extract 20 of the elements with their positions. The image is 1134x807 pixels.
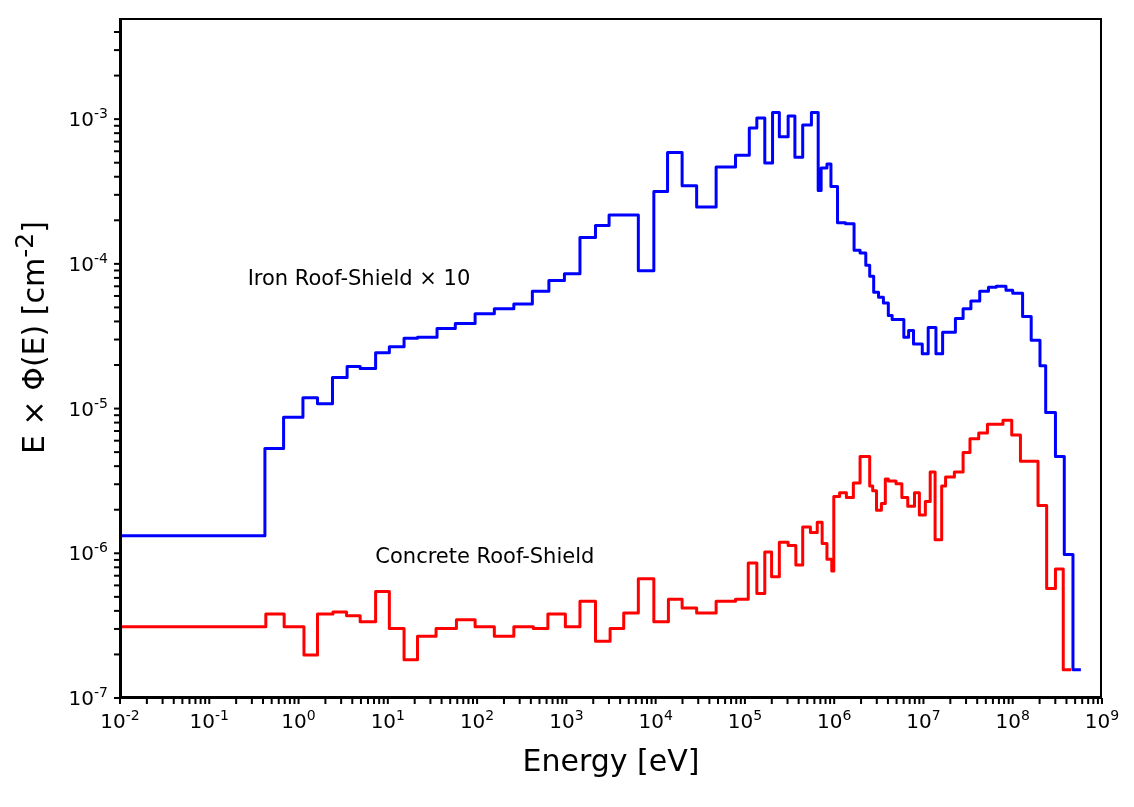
x-tick-label: 10$^{2}$ bbox=[459, 707, 495, 733]
x-axis-title: Energy [eV] bbox=[521, 743, 701, 778]
x-tick-label: 10$^{9}$ bbox=[1084, 707, 1120, 733]
x-tick-label: 10$^{1}$ bbox=[370, 707, 406, 733]
x-tick-label: 10$^{4}$ bbox=[638, 707, 673, 733]
x-tick-label: 10$^{6}$ bbox=[816, 707, 852, 733]
x-tick-label: 10$^{3}$ bbox=[549, 707, 584, 733]
y-tick-label: 10$^{-4}$ bbox=[68, 249, 109, 276]
y-tick-label: 10$^{-5}$ bbox=[68, 394, 108, 421]
series-label: Concrete Roof-Shield bbox=[375, 543, 595, 568]
x-tick-label: 10$^{0}$ bbox=[281, 707, 316, 733]
y-tick-label: 10$^{-3}$ bbox=[68, 105, 108, 132]
x-tick-label: 10$^{7}$ bbox=[906, 707, 941, 733]
x-tick-label: 10$^{-1}$ bbox=[189, 707, 229, 733]
x-tick-label: 10$^{-2}$ bbox=[100, 707, 140, 733]
x-tick-label: 10$^{5}$ bbox=[727, 707, 763, 733]
y-tick-label: 10$^{-6}$ bbox=[68, 539, 109, 566]
y-tick-label: 10$^{-7}$ bbox=[68, 684, 108, 710]
series-label: Iron Roof-Shield × 10 bbox=[247, 266, 471, 291]
x-tick-label: 10$^{8}$ bbox=[995, 707, 1030, 733]
